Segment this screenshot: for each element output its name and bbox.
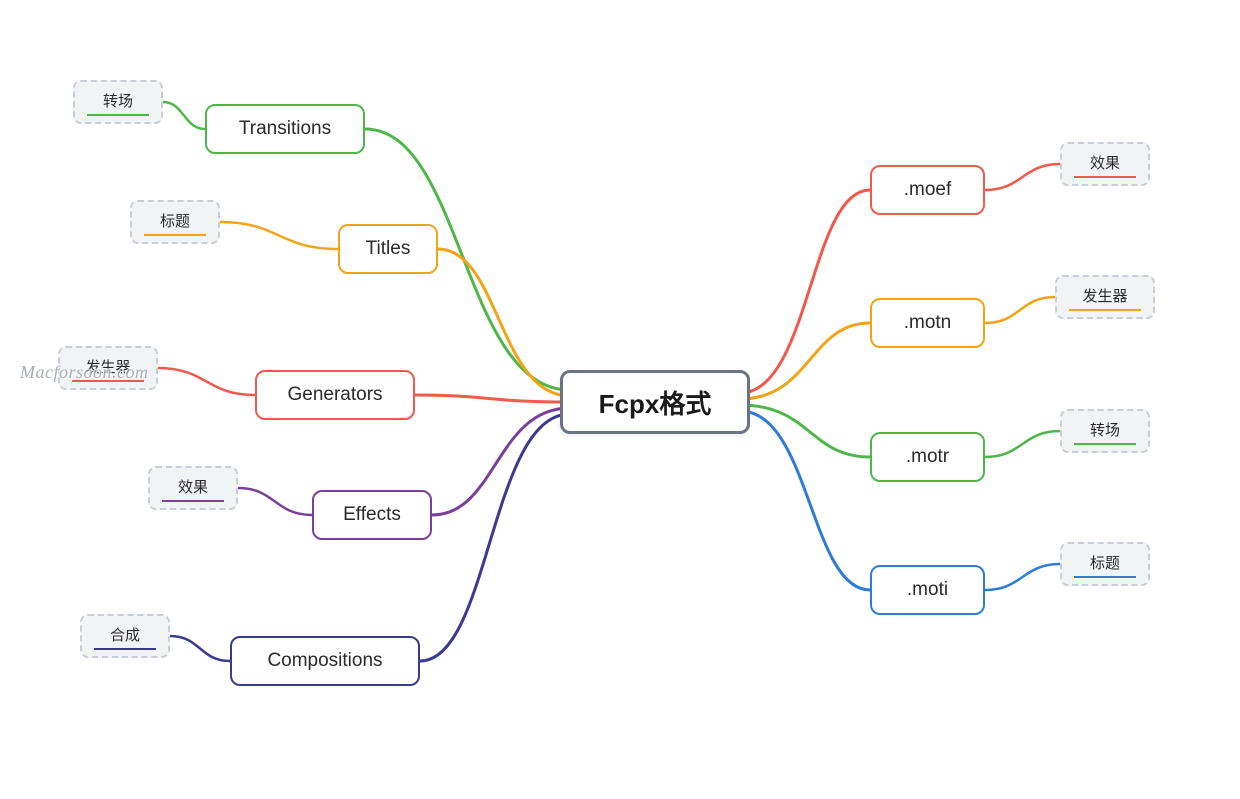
- branch-moti: .moti: [870, 565, 985, 615]
- branch-moef: .moef: [870, 165, 985, 215]
- branch-transitions-label: Transitions: [239, 118, 331, 140]
- leaf-titles-label: 标题: [160, 210, 190, 231]
- leaf-transitions-label: 转场: [103, 90, 133, 111]
- leaf-moef: 效果: [1060, 142, 1150, 186]
- branch-generators-label: Generators: [287, 384, 382, 406]
- leaf-moti: 标题: [1060, 542, 1150, 586]
- branch-titles: Titles: [338, 224, 438, 274]
- watermark: Macforsoon.com: [20, 362, 148, 383]
- leaf-motr-label: 转场: [1090, 419, 1120, 440]
- branch-compositions-label: Compositions: [267, 650, 382, 672]
- mindmap-canvas: Fcpx格式 Transitions 转场 Titles 标题 Generators 发生器…: [0, 0, 1240, 799]
- branch-transitions: Transitions: [205, 104, 365, 154]
- branch-motn: .motn: [870, 298, 985, 348]
- leaf-moti-label: 标题: [1090, 552, 1120, 573]
- leaf-motn-label: 发生器: [1082, 285, 1127, 306]
- branch-effects-label: Effects: [343, 504, 401, 526]
- leaf-compositions-label: 合成: [110, 624, 140, 645]
- center-node: Fcpx格式: [560, 370, 750, 434]
- center-node-label: Fcpx格式: [599, 384, 712, 421]
- branch-generators: Generators: [255, 370, 415, 420]
- leaf-moef-label: 效果: [1090, 152, 1120, 173]
- branch-effects: Effects: [312, 490, 432, 540]
- leaf-motn: 发生器: [1055, 275, 1155, 319]
- leaf-titles: 标题: [130, 200, 220, 244]
- branch-compositions: Compositions: [230, 636, 420, 686]
- leaf-effects: 效果: [148, 466, 238, 510]
- leaf-motr: 转场: [1060, 409, 1150, 453]
- leaf-compositions: 合成: [80, 614, 170, 658]
- leaf-transitions: 转场: [73, 80, 163, 124]
- branch-motr: .motr: [870, 432, 985, 482]
- branch-moti-label: .moti: [907, 579, 948, 601]
- branch-motn-label: .motn: [904, 312, 952, 334]
- leaf-effects-label: 效果: [178, 476, 208, 497]
- branch-titles-label: Titles: [366, 238, 411, 260]
- branch-motr-label: .motr: [906, 446, 949, 468]
- branch-moef-label: .moef: [904, 179, 952, 201]
